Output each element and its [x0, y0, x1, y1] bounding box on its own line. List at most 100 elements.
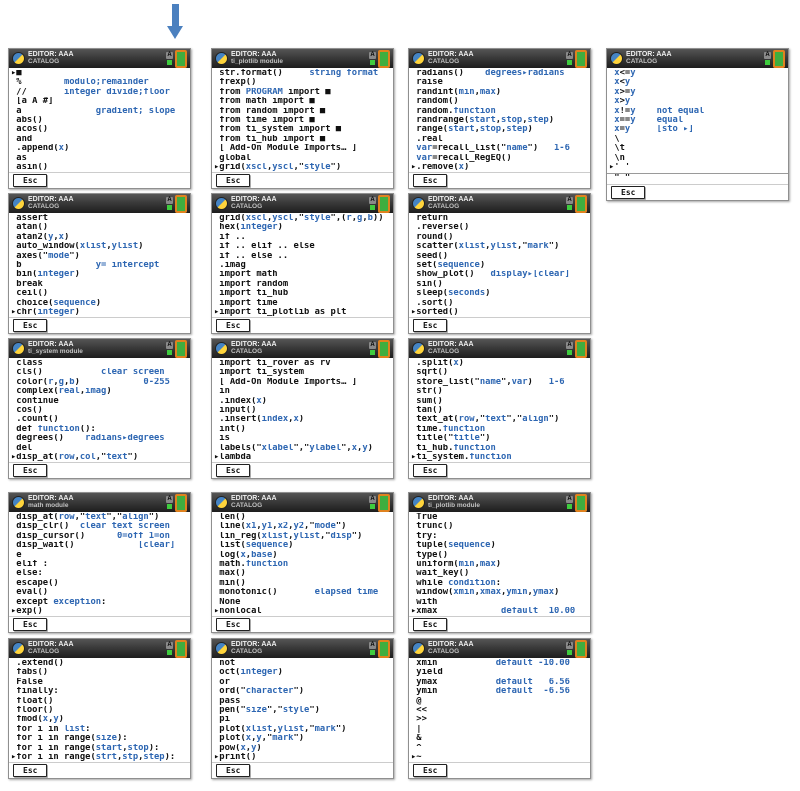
catalog-entry[interactable]: False	[9, 678, 190, 687]
catalog-entry[interactable]: import time	[212, 299, 393, 308]
catalog-entry[interactable]: floor()	[9, 706, 190, 715]
catalog-entry[interactable]: continue	[9, 397, 190, 406]
catalog-entry[interactable]: from PROGRAM import ■	[212, 88, 393, 97]
catalog-entry[interactable]: yield	[409, 668, 590, 677]
catalog-entry[interactable]: x!=y not equal	[607, 107, 788, 116]
catalog-entry[interactable]: ▸■	[9, 69, 190, 78]
esc-button[interactable]: Esc	[216, 464, 251, 478]
esc-button[interactable]: Esc	[13, 618, 48, 632]
catalog-entry[interactable]: var=recall_list("name") 1-6	[409, 144, 590, 153]
catalog-entry[interactable]: ▸ti_system.function	[409, 453, 590, 462]
catalog-entry[interactable]: pass	[212, 697, 393, 706]
catalog-entry[interactable]: while condition:	[409, 579, 590, 588]
catalog-entry[interactable]: degrees() radians▸degrees	[9, 434, 190, 443]
catalog-entry[interactable]: scatter(xlist,ylist,"mark")	[409, 242, 590, 251]
catalog-entry[interactable]: abs()	[9, 116, 190, 125]
catalog-entry[interactable]: ▸.remove(x)	[409, 163, 590, 172]
catalog-entry[interactable]: ▸' '	[607, 163, 788, 172]
catalog-entry[interactable]: wait_key()	[409, 569, 590, 578]
catalog-entry[interactable]: set(sequence)	[409, 261, 590, 270]
catalog-entry[interactable]: line(x1,y1,x2,y2,"mode")	[212, 522, 393, 531]
catalog-entry[interactable]: def function():	[9, 425, 190, 434]
catalog-entry[interactable]: [ Add-On Module Imports… ]	[212, 378, 393, 387]
catalog-entry[interactable]: \	[607, 135, 788, 144]
catalog-entry[interactable]: [ Add-On Module Imports… ]	[212, 144, 393, 153]
esc-button[interactable]: Esc	[413, 319, 448, 333]
catalog-entry[interactable]: .extend()	[9, 659, 190, 668]
catalog-entry[interactable]: str()	[409, 387, 590, 396]
catalog-entry[interactable]: sleep(seconds)	[409, 289, 590, 298]
catalog-entry[interactable]: str.format() string format	[212, 69, 393, 78]
catalog-entry[interactable]: round()	[409, 233, 590, 242]
esc-button[interactable]: Esc	[13, 464, 48, 478]
catalog-entry[interactable]: ▸exp()	[9, 607, 190, 616]
catalog-entry[interactable]: import ti_rover as rv	[212, 359, 393, 368]
esc-button[interactable]: Esc	[413, 764, 448, 778]
catalog-entry[interactable]: disp_at(row,"text","align")	[9, 513, 190, 522]
catalog-entry[interactable]: return	[409, 214, 590, 223]
catalog-entry[interactable]: pow(x,y)	[212, 744, 393, 753]
catalog-entry[interactable]: log(x,base)	[212, 551, 393, 560]
esc-button[interactable]: Esc	[13, 174, 48, 188]
catalog-entry[interactable]: .index(x)	[212, 397, 393, 406]
esc-button[interactable]: Esc	[13, 764, 48, 778]
catalog-entry[interactable]: pen("size","style")	[212, 706, 393, 715]
catalog-entry[interactable]: bin(integer)	[9, 270, 190, 279]
catalog-entry[interactable]: \n	[607, 154, 788, 163]
esc-button[interactable]: Esc	[216, 319, 251, 333]
catalog-entry[interactable]: randint(min,max)	[409, 88, 590, 97]
catalog-entry[interactable]: del	[9, 444, 190, 453]
catalog-entry[interactable]: grid(xscl,yscl,"style",(r,g,b))	[212, 214, 393, 223]
catalog-entry[interactable]: oct(integer)	[212, 668, 393, 677]
catalog-entry[interactable]: choice(sequence)	[9, 299, 190, 308]
catalog-entry[interactable]: seed()	[409, 252, 590, 261]
catalog-entry[interactable]: random()	[409, 97, 590, 106]
catalog-entry[interactable]: labels("xlabel","ylabel",x,y)	[212, 444, 393, 453]
catalog-entry[interactable]: or	[212, 678, 393, 687]
catalog-entry[interactable]: ▸lambda	[212, 453, 393, 462]
catalog-entry[interactable]: disp_wait() [clear]	[9, 541, 190, 550]
catalog-entry[interactable]: input()	[212, 406, 393, 415]
catalog-entry[interactable]: import ti_system	[212, 368, 393, 377]
catalog-entry[interactable]: ▸sorted()	[409, 308, 590, 317]
catalog-entry[interactable]: title("title")	[409, 434, 590, 443]
catalog-entry[interactable]: .append(x)	[9, 144, 190, 153]
catalog-entry[interactable]: time.function	[409, 425, 590, 434]
catalog-entry[interactable]: raise	[409, 78, 590, 87]
catalog-entry[interactable]: // integer divide;floor	[9, 88, 190, 97]
catalog-entry[interactable]: store_list("name",var) 1-6	[409, 378, 590, 387]
catalog-entry[interactable]: ▸chr(integer)	[9, 308, 190, 317]
catalog-entry[interactable]: for i in range(start,stop):	[9, 744, 190, 753]
catalog-entry[interactable]: None	[212, 598, 393, 607]
catalog-entry[interactable]: if .. else ..	[212, 252, 393, 261]
catalog-entry[interactable]: ▸nonlocal	[212, 607, 393, 616]
catalog-entry[interactable]: <<	[409, 706, 590, 715]
catalog-entry[interactable]: in	[212, 387, 393, 396]
catalog-entry[interactable]: not	[212, 659, 393, 668]
catalog-entry[interactable]: x>=y	[607, 88, 788, 97]
catalog-entry[interactable]: max()	[212, 569, 393, 578]
catalog-entry[interactable]: xmin default -10.00	[409, 659, 590, 668]
catalog-entry[interactable]: import random	[212, 280, 393, 289]
catalog-entry[interactable]: math.function	[212, 560, 393, 569]
catalog-entry[interactable]: from ti_hub import ■	[212, 135, 393, 144]
catalog-entry[interactable]: auto_window(xlist,ylist)	[9, 242, 190, 251]
catalog-entry[interactable]: ymax default 6.56	[409, 678, 590, 687]
catalog-entry[interactable]: ti_hub.function	[409, 444, 590, 453]
catalog-entry[interactable]: list(sequence)	[212, 541, 393, 550]
catalog-entry[interactable]: asin()	[9, 163, 190, 172]
catalog-entry[interactable]: with	[409, 598, 590, 607]
catalog-entry[interactable]: range(start,stop,step)	[409, 125, 590, 134]
catalog-entry[interactable]: for i in list:	[9, 725, 190, 734]
catalog-entry[interactable]: lin_reg(xlist,ylist,"disp")	[212, 532, 393, 541]
catalog-entry[interactable]: disp_clr() clear text screen	[9, 522, 190, 531]
catalog-entry[interactable]: and	[9, 135, 190, 144]
catalog-entry[interactable]: float()	[9, 697, 190, 706]
catalog-entry[interactable]: cls() clear screen	[9, 368, 190, 377]
esc-button[interactable]: Esc	[413, 464, 448, 478]
esc-button[interactable]: Esc	[13, 319, 48, 333]
catalog-entry[interactable]: ▸grid(xscl,yscl,"style")	[212, 163, 393, 172]
esc-button[interactable]: Esc	[611, 185, 646, 199]
catalog-entry[interactable]: from random import ■	[212, 107, 393, 116]
catalog-entry[interactable]: >>	[409, 715, 590, 724]
